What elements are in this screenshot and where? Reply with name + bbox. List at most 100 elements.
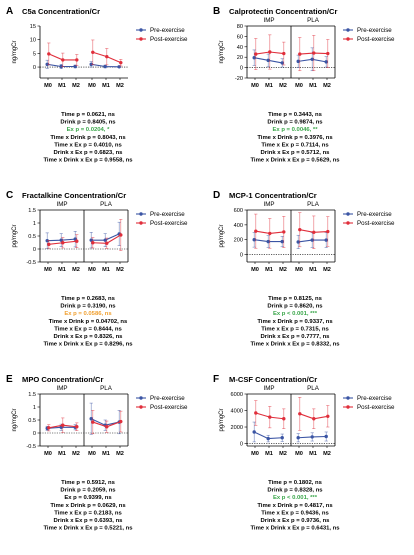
panel-title: M-CSF Concentration/Cr [229,375,317,384]
stat-line: Time p = 0.0621, ns [61,112,115,118]
legend-label: Post-exercise [357,36,395,43]
x-tick-label: M1 [309,83,317,89]
stat-line: Time x Drink p = 0.0629, ns [50,503,126,509]
data-point [296,436,300,440]
data-point [75,425,79,429]
group-label: PLA [100,385,113,392]
y-tick-label: 0 [240,253,243,259]
panel-letter: A [6,6,13,17]
stat-line: Time x Drink x Ex p = 0.5629, ns [250,158,340,164]
stat-line: Time x Drink x Ex p = 0.5221, ns [43,526,133,532]
x-tick-label: M0 [88,267,96,273]
y-tick-label: -0.5 [26,444,36,450]
stat-line: Drink p = 0.8620, ns [267,304,323,310]
data-point [298,412,302,416]
stat-line: Time x Ex p = 0.9436, ns [261,510,329,516]
y-tick-label: 600 [234,208,243,214]
stat-line: Time p = 0.1802, ns [268,480,322,486]
legend-label: Pre-exercise [357,27,392,34]
stat-line: Ex p = 0.0046, ** [272,127,318,133]
data-point [91,241,95,245]
group-label: IMP [263,201,274,208]
legend-swatch-marker [346,212,350,216]
y-tick-label: 20 [237,55,243,61]
stat-line: Ex p = 0.9399, ns [64,495,112,501]
y-tick-label: 1.5 [28,392,36,398]
x-tick-label: M2 [279,267,287,273]
data-point [254,52,258,56]
data-point [268,231,272,236]
x-tick-label: M1 [309,267,317,273]
legend-swatch-marker [139,396,143,400]
x-tick-label: M0 [251,83,259,89]
data-point [282,417,286,421]
x-tick-label: M2 [72,267,80,273]
data-point [103,238,107,242]
y-tick-label: 15 [30,24,36,30]
panel-letter: B [213,6,220,17]
y-tick-label: 0 [240,66,243,72]
x-tick-label: M2 [72,83,80,89]
legend-label: Post-exercise [150,36,188,43]
data-point [105,425,109,429]
y-tick-label: 60 [237,34,243,40]
y-axis-label: pg/mgCr [219,224,225,247]
panel-letter: D [213,190,220,201]
panel-letter: F [213,374,219,385]
group-label: IMP [56,385,67,392]
data-point [252,430,256,434]
legend-label: Pre-exercise [150,395,185,402]
data-point [312,417,316,421]
data-point [266,58,270,63]
data-point [105,54,109,59]
data-point [326,414,330,418]
legend-label: Pre-exercise [150,211,185,218]
stat-line: Time x Drink p = 0.8043, ns [50,135,126,141]
stat-line: Drink x Ex p = 0.6823, ns [54,150,124,156]
x-tick-label: M2 [323,451,331,457]
legend-swatch-marker [139,37,143,41]
data-point [254,411,258,415]
data-point [326,51,330,56]
y-tick-label: 0 [240,442,243,448]
data-point [266,436,270,441]
stat-line: Time p = 0.3443, ns [268,112,322,118]
legend-label: Post-exercise [150,404,188,411]
x-tick-label: M0 [44,451,52,457]
y-tick-label: -0.5 [26,260,36,266]
chart-panel-a: A C5a Concentration/Cr 0 5 10 15 ng/mgCr M0 M1 M2… [6,6,188,164]
data-point [310,238,314,242]
x-tick-label: M0 [44,267,52,273]
data-point [252,238,256,242]
data-point [89,417,93,421]
data-point [298,52,302,56]
data-point [268,50,272,54]
y-tick-label: 0.5 [28,418,36,424]
x-tick-label: M2 [116,451,124,457]
y-axis-label: pg/mgCr [12,224,18,247]
stat-line: Ex p = 0.0586, ns [64,311,112,317]
stat-line: Time x Drink x Ex p = 0.8296, ns [43,342,133,348]
x-tick-label: M2 [323,267,331,273]
panel-letter: E [6,374,13,385]
stat-line: Drink x Ex p = 0.6393, ns [54,518,124,524]
stat-line: Time x Drink p = 0.4817, ns [257,503,333,509]
stat-line: Time x Drink x Ex p = 0.6431, ns [250,526,340,532]
panel-title: C5a Concentration/Cr [22,7,100,16]
x-tick-label: M1 [265,83,273,89]
y-tick-label: 0 [33,431,36,437]
panel-title: MPO Concentration/Cr [22,375,103,384]
data-point [103,64,107,69]
data-point [312,230,316,234]
data-point [298,227,302,232]
data-point [89,238,93,242]
legend-label: Post-exercise [357,404,395,411]
stat-line: Time x Ex p = 0.8444, ns [54,326,122,332]
x-tick-label: M0 [44,83,52,89]
x-tick-label: M2 [72,451,80,457]
